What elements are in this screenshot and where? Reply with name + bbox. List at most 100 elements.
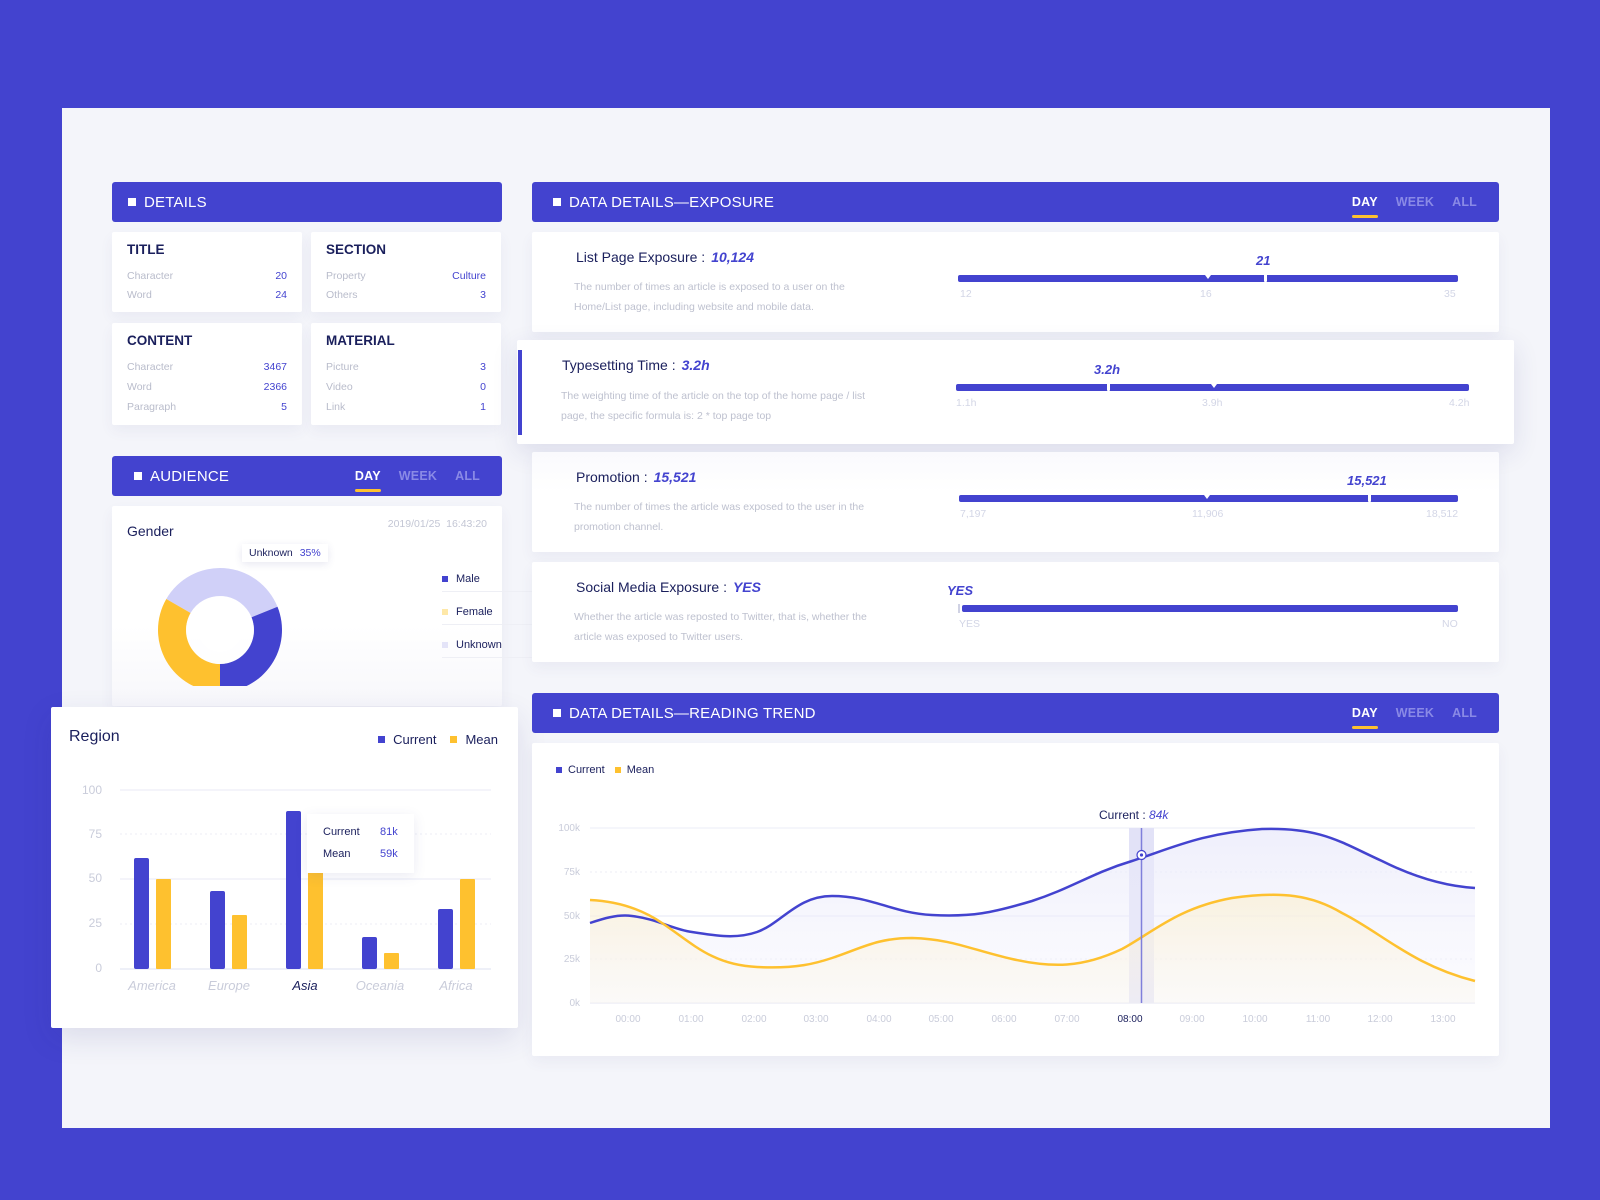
value-marker	[1107, 382, 1110, 391]
svg-text:50: 50	[89, 871, 103, 885]
exposure-item-typesetting[interactable]: Typesetting Time : 3.2h The weighting tim…	[517, 340, 1514, 444]
svg-text:75: 75	[89, 827, 103, 841]
bars-asia[interactable]	[286, 811, 323, 969]
current-line	[589, 827, 1476, 938]
trend-card: Current Mean Current : 84k 100k 75k 50k 25k…	[532, 743, 1499, 1056]
median-notch-icon	[1204, 495, 1210, 499]
details-card-content: CONTENT Character 3467 Word 2366 Paragraph…	[112, 323, 302, 425]
kv-label: Property	[326, 270, 366, 282]
kv-value: 3	[480, 361, 486, 373]
range-min: 7,197	[960, 508, 987, 520]
legend-swatch-icon	[450, 736, 458, 743]
bars-africa[interactable]	[438, 879, 475, 969]
tooltip-value: 59k	[380, 848, 398, 860]
range-mid: 3.9h	[1202, 397, 1223, 409]
svg-text:50k: 50k	[564, 911, 581, 922]
tab-all[interactable]: ALL	[1452, 195, 1477, 209]
exposure-item-title: Typesetting Time : 3.2h	[562, 357, 710, 373]
svg-text:11:00: 11:00	[1306, 1014, 1331, 1025]
item-label: Typesetting Time :	[562, 357, 676, 373]
details-card-section: SECTION Property Culture Others 3	[311, 232, 501, 312]
kv-row: Word 24	[127, 289, 287, 301]
bars-europe[interactable]	[210, 891, 247, 969]
svg-text:75k: 75k	[564, 867, 581, 878]
svg-text:10:00: 10:00	[1242, 1014, 1267, 1025]
legend-swatch-icon	[614, 767, 621, 773]
svg-text:25k: 25k	[564, 954, 581, 965]
svg-text:02:00: 02:00	[741, 1014, 766, 1025]
kv-value: 5	[281, 401, 287, 413]
pie-slice-female[interactable]	[157, 599, 220, 686]
pie-slice-male[interactable]	[220, 606, 282, 686]
kv-label: Picture	[326, 361, 359, 373]
svg-text:07:00: 07:00	[1054, 1014, 1079, 1025]
square-bullet-icon	[128, 198, 136, 206]
tab-day[interactable]: DAY	[1351, 693, 1378, 733]
tab-all[interactable]: ALL	[455, 469, 480, 483]
trend-tooltip: Current : 84k	[1099, 808, 1168, 822]
legend-label: Female	[456, 605, 493, 618]
timestamp: 2019/01/25 16:43:20	[387, 518, 487, 530]
svg-text:Europe: Europe	[208, 978, 250, 993]
square-bullet-icon	[134, 472, 142, 480]
item-label: Promotion :	[576, 469, 648, 485]
tab-day[interactable]: DAY	[1351, 182, 1378, 222]
legend-swatch-icon	[442, 575, 448, 582]
tab-all[interactable]: ALL	[1452, 706, 1477, 720]
gender-card: Gender 2019/01/25 16:43:20 Unknown 35% M…	[112, 506, 567, 706]
svg-text:13:00: 13:00	[1430, 1014, 1455, 1025]
exposure-header-title: DATA DETAILS—EXPOSURE	[569, 193, 775, 211]
exposure-item-social-media[interactable]: Social Media Exposure : YES Whether the a…	[532, 562, 1499, 662]
trend-legend: Current Mean	[556, 764, 654, 776]
svg-text:100: 100	[82, 783, 102, 797]
marker-value: 3.2h	[1094, 362, 1121, 377]
bars-oceania[interactable]	[362, 937, 399, 969]
exposure-item-list-page[interactable]: List Page Exposure : 10,124 The number of…	[532, 232, 1499, 332]
tooltip-value: 35%	[299, 547, 321, 559]
bars-america[interactable]	[134, 858, 171, 969]
card-title: TITLE	[127, 242, 165, 257]
svg-text:05:00: 05:00	[928, 1014, 953, 1025]
range-max: NO	[1442, 618, 1458, 630]
details-header: DETAILS	[112, 182, 502, 222]
region-legend: Current Mean	[378, 732, 498, 747]
svg-text:Oceania: Oceania	[356, 978, 404, 993]
start-marker	[958, 604, 960, 613]
marker-value: 15,521	[1347, 473, 1387, 488]
region-card: Region Current Mean 100 75 50 25 0 Ameri	[51, 707, 518, 1028]
kv-row: Picture 3	[326, 361, 486, 373]
tooltip-value: 81k	[380, 826, 398, 838]
trend-header-title: DATA DETAILS—READING TREND	[569, 704, 816, 722]
kv-value: Culture	[452, 270, 486, 282]
exposure-item-desc: Whether the article was reposted to Twit…	[574, 611, 867, 643]
svg-text:Asia: Asia	[291, 978, 317, 993]
exposure-header: DATA DETAILS—EXPOSURE DAY WEEK ALL	[532, 182, 1499, 222]
trend-header: DATA DETAILS—READING TREND DAY WEEK ALL	[532, 693, 1499, 733]
marker-value: YES	[947, 583, 974, 598]
legend-swatch-icon	[442, 641, 448, 648]
exposure-item-title: Promotion : 15,521	[576, 469, 696, 485]
range-mid: 11,906	[1192, 508, 1224, 520]
exposure-item-title: Social Media Exposure : YES	[576, 579, 761, 595]
kv-label: Paragraph	[127, 401, 177, 413]
details-card-title: TITLE Character 20 Word 24	[112, 232, 302, 312]
tooltip-label: Current :	[1099, 808, 1146, 822]
tooltip-label: Current	[323, 826, 360, 838]
exposure-tabs: DAY WEEK ALL	[1351, 182, 1477, 222]
item-label: List Page Exposure :	[576, 249, 706, 265]
card-title: MATERIAL	[326, 333, 395, 348]
value-marker	[1264, 273, 1267, 282]
value-marker	[1368, 493, 1371, 502]
range-bar	[962, 605, 1458, 612]
exposure-item-promotion[interactable]: Promotion : 15,521 The number of times th…	[532, 452, 1499, 552]
trend-tabs: DAY WEEK ALL	[1351, 693, 1477, 733]
tab-week[interactable]: WEEK	[1395, 195, 1435, 209]
legend-label: Male	[456, 572, 480, 585]
tab-week[interactable]: WEEK	[398, 469, 438, 483]
pie-slice-unknown[interactable]	[166, 567, 278, 618]
card-title: SECTION	[326, 242, 387, 257]
tab-day[interactable]: DAY	[354, 456, 381, 496]
tab-week[interactable]: WEEK	[1395, 706, 1435, 720]
svg-text:01:00: 01:00	[678, 1014, 703, 1025]
kv-label: Link	[326, 401, 346, 413]
